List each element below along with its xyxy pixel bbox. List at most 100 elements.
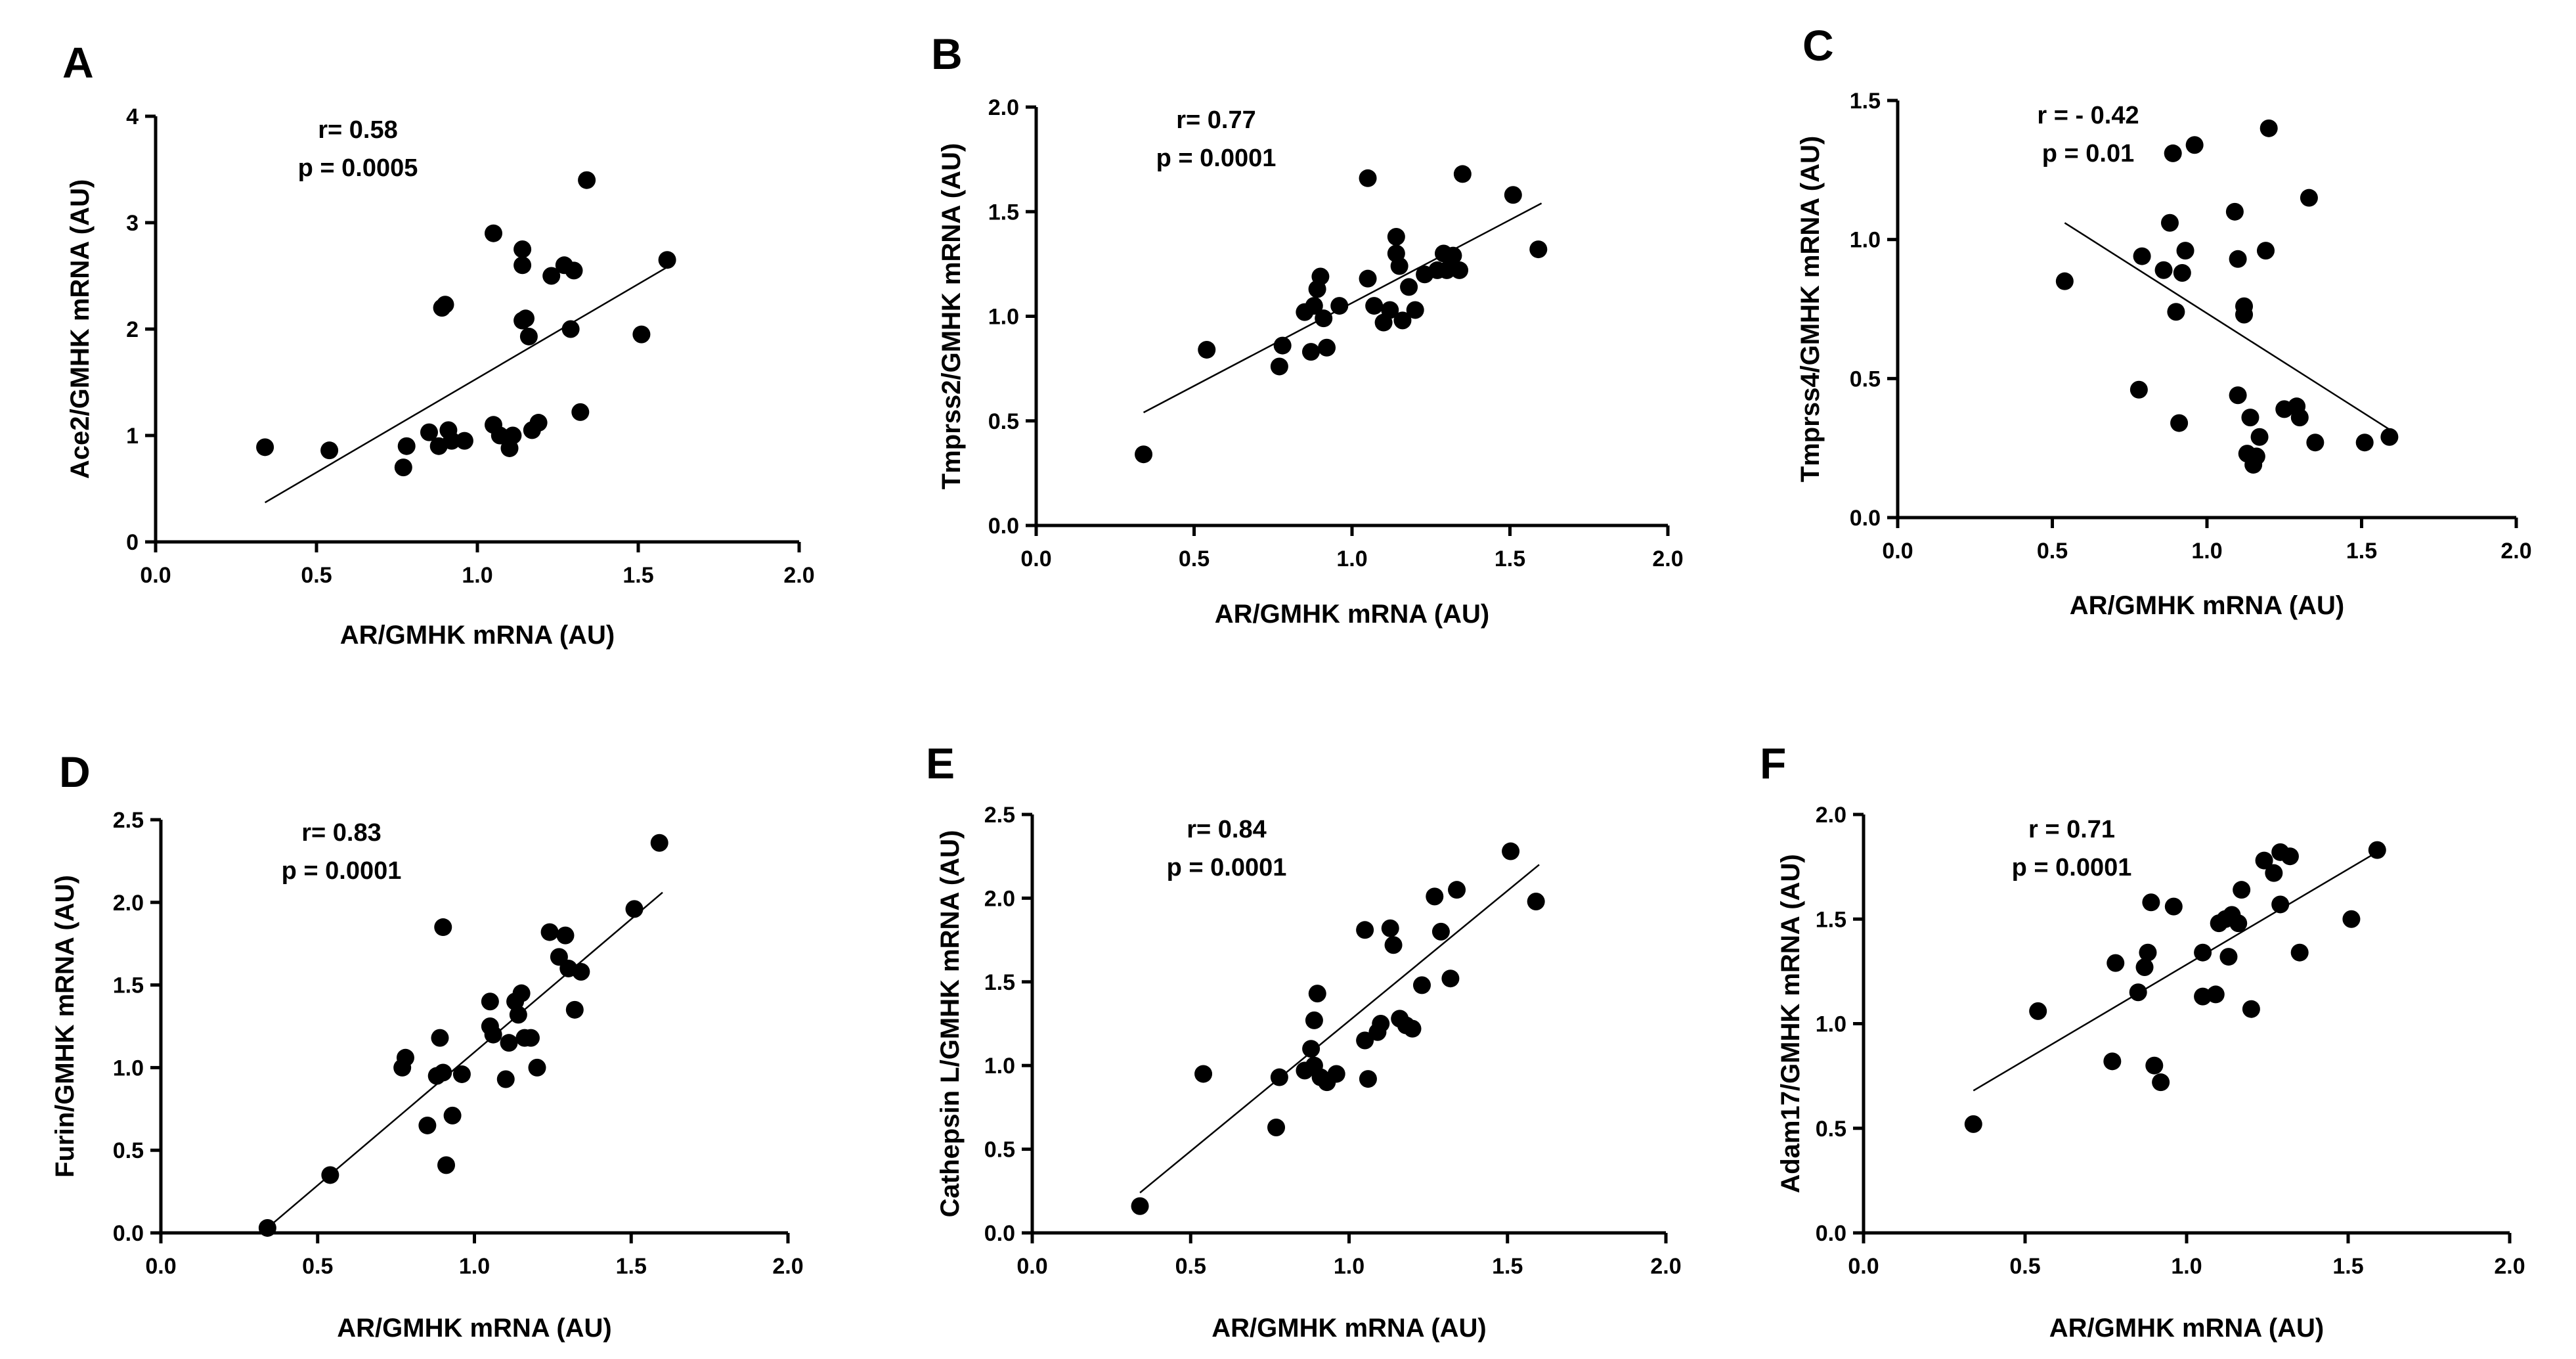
data-point [500,1034,518,1052]
x-tick-label: 0.0 [1848,1254,1879,1279]
data-point [2055,272,2074,290]
x-tick-label: 2.0 [772,1254,803,1279]
x-tick-label: 1.5 [1495,546,1525,571]
data-point [1359,169,1377,187]
data-point [1194,1065,1213,1083]
data-point [650,834,668,852]
data-point [2164,144,2182,162]
y-tick-label: 2.5 [113,808,144,833]
y-axis-title: Furin/GMHK mRNA (AU) [51,875,79,1178]
data-point [2259,119,2278,137]
data-point [2265,864,2283,882]
y-tick-label: 2.0 [113,891,144,916]
data-point [1387,227,1405,246]
data-point [1529,240,1548,259]
y-tick-label: 0.0 [113,1221,144,1246]
x-tick-label: 0.5 [1179,546,1210,571]
y-axis-title: Ace2/GMHK mRNA (AU) [66,179,95,479]
y-tick-label: 0.0 [988,514,1019,539]
data-point [1270,1068,1288,1086]
p-value-label: p = 0.0001 [2012,854,2132,881]
data-point [2129,380,2148,399]
data-point [1400,278,1418,296]
data-point [2160,213,2179,232]
data-point [1131,1197,1149,1215]
data-point [658,251,676,269]
x-tick-label: 1.5 [2346,539,2377,564]
data-point [504,426,522,445]
x-tick-label: 1.0 [2191,539,2222,564]
y-tick-label: 1.5 [988,200,1019,225]
data-point [2176,242,2194,260]
data-point [2133,247,2151,265]
data-point [2306,434,2325,452]
data-point [2154,261,2173,279]
data-point [2142,893,2160,912]
data-point [1393,311,1412,330]
data-point [565,261,583,280]
data-point [1431,922,1450,941]
panel-a: A 0.0 0.5 1.0 1.5 2.0 0 1 2 3 4 AR/GMHK mRNA (AU) Ac… [62,38,815,650]
data-point [1330,297,1349,315]
panel-letter: B [931,30,963,78]
data-point [625,900,644,918]
y-tick-label: 2.0 [1816,803,1846,828]
data-point [521,1029,540,1047]
correlation-r-label: r= 0.58 [318,116,398,144]
correlation-r-label: r = 0.71 [2028,816,2115,843]
data-point [1406,301,1424,319]
data-point [1390,257,1408,275]
y-tick-label: 1.0 [988,305,1019,330]
data-point [1301,343,1320,361]
data-point [321,1166,339,1184]
x-axis-title: AR/GMHK mRNA (AU) [1212,1314,1486,1343]
data-point [481,992,499,1011]
y-tick-label: 0.5 [984,1138,1015,1163]
x-tick-label: 1.0 [459,1254,490,1279]
data-point [431,1029,449,1047]
data-point [2206,985,2225,1004]
x-tick-label: 1.0 [1334,1254,1364,1279]
y-tick-label: 1.5 [113,973,144,998]
data-point [434,1063,452,1082]
data-point [2229,386,2247,405]
data-point [1308,985,1326,1003]
p-value-label: p = 0.01 [2042,140,2134,167]
data-point [1198,340,1216,359]
data-point [1412,976,1431,994]
data-point [2164,897,2183,916]
correlation-r-label: r = - 0.42 [2037,102,2139,129]
y-tick-label: 0 [126,530,139,555]
y-tick-label: 1.5 [1850,89,1881,114]
data-point [519,327,538,345]
data-point [2194,943,2212,962]
data-point [1273,336,1292,355]
regression-line [1139,864,1540,1193]
y-tick-label: 1.5 [1816,907,1846,932]
y-tick-label: 2.5 [984,803,1015,828]
x-tick-label: 0.0 [140,563,171,588]
x-tick-label: 1.5 [622,563,653,588]
y-tick-label: 2.0 [988,95,1019,120]
data-point [394,458,412,477]
data-point [485,224,502,242]
data-point [509,1006,527,1024]
x-tick-label: 0.5 [1175,1254,1206,1279]
panel-letter: D [59,747,91,796]
x-tick-label: 1.5 [1492,1254,1523,1279]
y-tick-label: 0.0 [984,1221,1015,1246]
data-point [2229,250,2247,268]
data-point [2167,303,2185,321]
data-point [2219,948,2238,966]
data-point [256,438,274,457]
data-point [1451,261,1469,279]
data-point [1311,267,1330,286]
data-point [1305,1011,1323,1029]
x-tick-label: 2.0 [1652,546,1683,571]
data-point [2255,851,2273,870]
data-point [434,918,452,937]
x-tick-label: 2.0 [2500,539,2531,564]
correlation-r-label: r= 0.77 [1176,106,1256,134]
panel-letter: A [62,38,94,87]
